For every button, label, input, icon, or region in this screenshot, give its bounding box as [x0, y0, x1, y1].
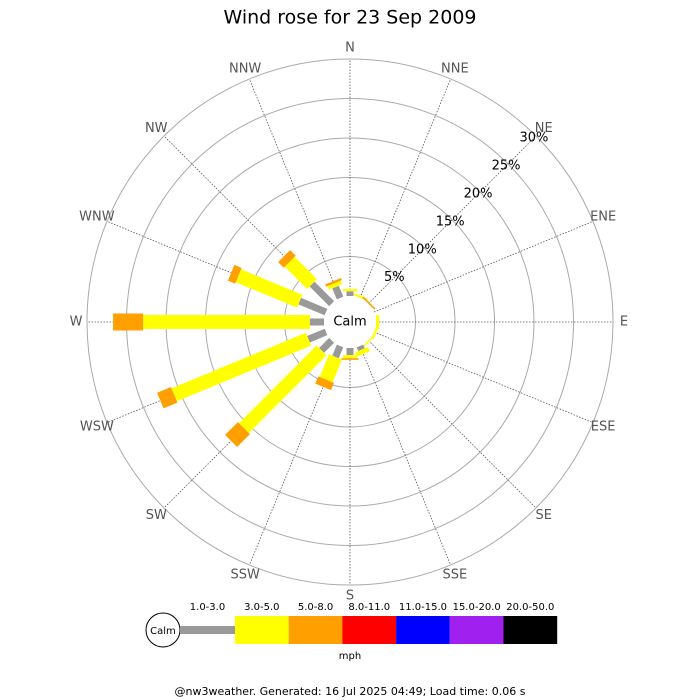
legend-swatch: [503, 616, 558, 644]
spoke: [359, 78, 452, 299]
spoke: [368, 135, 537, 304]
bar-segment: [376, 315, 380, 329]
bar-segment: [343, 355, 357, 359]
direction-label: ENE: [590, 210, 616, 225]
legend-label: 5.0-8.0: [298, 602, 333, 613]
legend-swatch: [180, 626, 235, 634]
legend-label: 1.0-3.0: [190, 602, 225, 613]
bar-segment: [143, 315, 310, 329]
r-tick-label: 5%: [384, 270, 405, 285]
bar-segment: [346, 348, 354, 356]
direction-label: SW: [146, 508, 167, 523]
bar-segment: [309, 281, 335, 307]
r-tick-label: 20%: [464, 186, 493, 201]
bar-segment: [113, 313, 144, 331]
bar-segment: [346, 291, 354, 296]
legend-swatch: [449, 616, 504, 644]
r-tick-label: 30%: [520, 131, 549, 146]
spoke: [359, 345, 452, 566]
bar-segment: [307, 328, 328, 343]
direction-label: ESE: [591, 419, 616, 434]
chart-title: Wind rose for 23 Sep 2009: [223, 7, 476, 29]
bar-segment: [235, 269, 303, 308]
bar-segment: [171, 332, 312, 402]
legend-label: 8.0-11.0: [348, 602, 390, 613]
spoke: [248, 78, 341, 299]
bar-segment: [354, 346, 370, 357]
calm-label: Calm: [333, 315, 366, 330]
bar-segment: [227, 264, 242, 284]
bar-segment: [238, 345, 327, 434]
bar-segment: [332, 344, 344, 359]
calm-circle: [325, 297, 375, 347]
grid-ring: [86, 58, 614, 586]
legend-label: 11.0-15.0: [399, 602, 447, 613]
units-label: mph: [339, 651, 361, 662]
direction-label: E: [620, 315, 628, 330]
direction-label: NNE: [441, 61, 469, 76]
legend-label: 15.0-20.0: [453, 602, 501, 613]
bar-segment: [341, 358, 359, 360]
bar-segment: [309, 318, 324, 326]
direction-label: WSW: [80, 419, 114, 434]
direction-label: WNW: [79, 210, 115, 225]
direction-label: NNW: [229, 61, 261, 76]
bar-segment: [362, 296, 376, 310]
bar-segment: [315, 376, 334, 391]
r-tick-label: 10%: [408, 242, 437, 257]
direction-label: SSE: [442, 568, 467, 583]
legend-swatch: [396, 616, 450, 644]
legend-swatch: [288, 616, 343, 644]
bar-segment: [363, 335, 375, 347]
bar-segment: [332, 285, 344, 300]
bar-segment: [343, 288, 357, 292]
legend-swatch: [342, 616, 397, 644]
bar-segment: [225, 422, 250, 447]
bar-segment: [319, 354, 342, 383]
direction-label: W: [70, 315, 83, 330]
footer: @nw3weather. Generated: 16 Jul 2025 04:4…: [175, 685, 526, 698]
spoke: [373, 331, 594, 424]
r-tick-label: 15%: [436, 214, 465, 229]
direction-label: S: [346, 589, 354, 604]
direction-label: SE: [536, 508, 552, 523]
legend-swatch: [235, 616, 289, 644]
bar-segment: [325, 277, 342, 287]
bar-segment: [327, 280, 342, 290]
r-tick-label: 25%: [492, 158, 521, 173]
legend-label: 3.0-5.0: [244, 602, 279, 613]
direction-label: NE: [535, 121, 553, 136]
bar-segment: [157, 386, 178, 409]
direction-label: N: [345, 41, 355, 56]
bar-segment: [284, 256, 318, 290]
bar-segment: [319, 337, 335, 353]
bar-segment: [278, 250, 296, 268]
direction-label: NW: [145, 121, 168, 136]
spoke: [373, 220, 594, 313]
direction-label: SSW: [230, 568, 260, 583]
legend-label: 20.0-50.0: [506, 602, 554, 613]
spoke: [368, 340, 537, 509]
bar-segment: [298, 297, 328, 316]
legend-calm-label: Calm: [150, 626, 176, 637]
bar-segment: [356, 344, 365, 352]
